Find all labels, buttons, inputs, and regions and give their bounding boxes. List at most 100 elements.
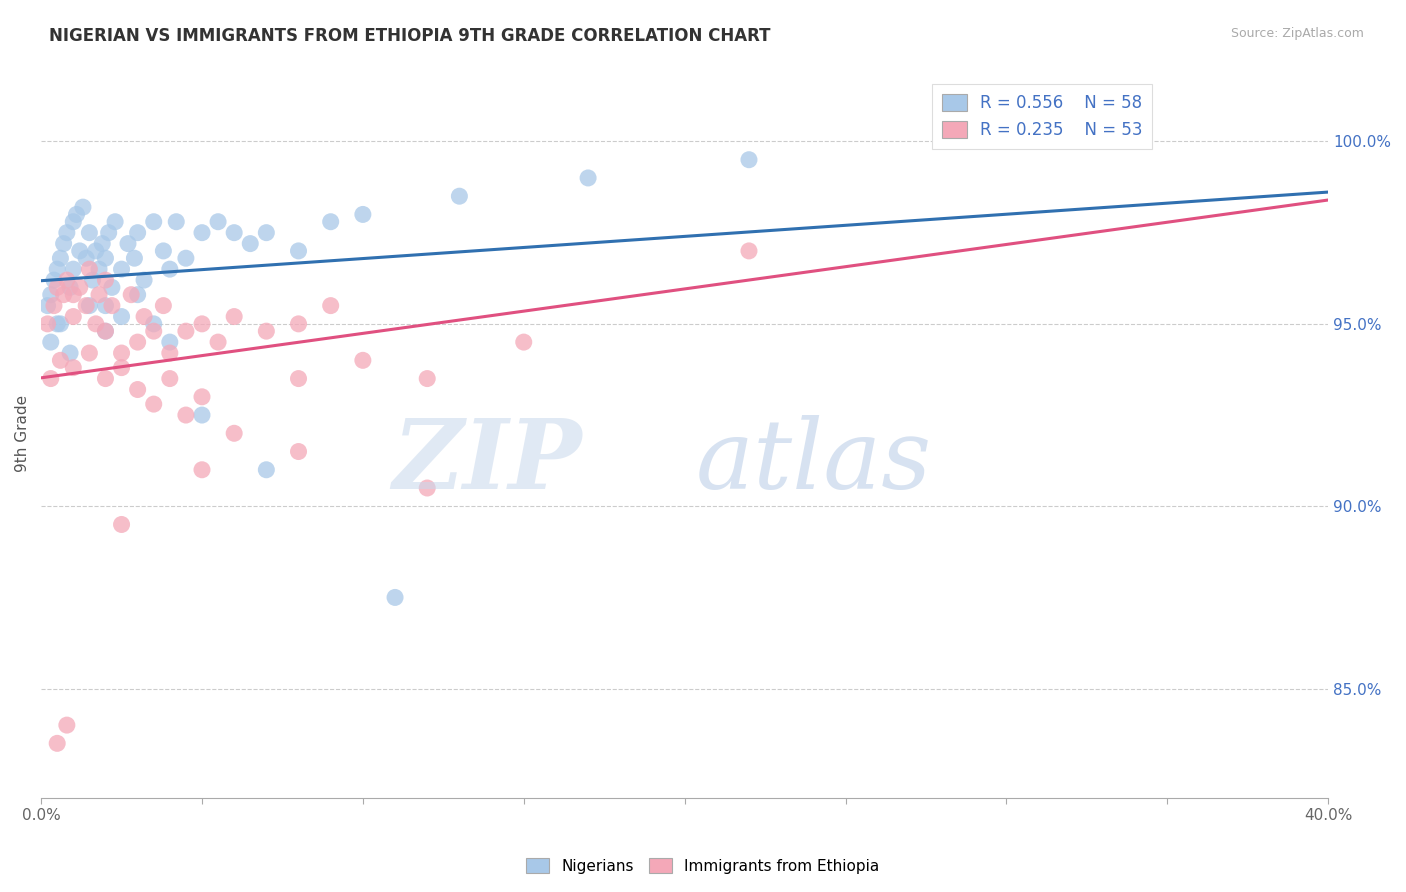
Y-axis label: 9th Grade: 9th Grade [15, 395, 30, 472]
Point [513, 335, 536, 350]
Point [576, 170, 599, 185]
Point [56, 226, 79, 240]
Point [224, 226, 246, 240]
Point [84, 317, 107, 331]
Point [39, 371, 62, 385]
Point [101, 299, 124, 313]
Point [127, 287, 149, 301]
Point [142, 317, 165, 331]
Point [165, 215, 187, 229]
Point [94, 324, 117, 338]
Point [152, 299, 174, 313]
Point [191, 317, 214, 331]
Point [110, 310, 132, 324]
Legend: Nigerians, Immigrants from Ethiopia: Nigerians, Immigrants from Ethiopia [520, 852, 886, 880]
Point [56, 273, 79, 287]
Point [117, 236, 139, 251]
Point [104, 215, 127, 229]
Point [62, 287, 84, 301]
Point [39, 335, 62, 350]
Point [142, 324, 165, 338]
Point [319, 299, 342, 313]
Point [46, 262, 69, 277]
Point [449, 189, 471, 203]
Point [159, 335, 181, 350]
Point [97, 226, 120, 240]
Point [239, 236, 262, 251]
Point [87, 287, 110, 301]
Point [384, 591, 406, 605]
Point [132, 273, 155, 287]
Point [191, 390, 214, 404]
Point [82, 273, 104, 287]
Point [62, 360, 84, 375]
Point [254, 463, 277, 477]
Point [87, 262, 110, 277]
Point [46, 280, 69, 294]
Point [94, 371, 117, 385]
Point [319, 215, 342, 229]
Point [110, 346, 132, 360]
Text: Source: ZipAtlas.com: Source: ZipAtlas.com [1230, 27, 1364, 40]
Point [224, 426, 246, 441]
Point [59, 346, 82, 360]
Point [142, 215, 165, 229]
Point [94, 324, 117, 338]
Point [91, 236, 114, 251]
Point [49, 353, 72, 368]
Legend: R = 0.556    N = 58, R = 0.235    N = 53: R = 0.556 N = 58, R = 0.235 N = 53 [932, 84, 1153, 149]
Point [127, 335, 149, 350]
Point [65, 207, 87, 221]
Point [254, 226, 277, 240]
Point [75, 299, 97, 313]
Point [174, 324, 197, 338]
Point [124, 251, 146, 265]
Point [62, 215, 84, 229]
Point [42, 299, 65, 313]
Point [75, 251, 97, 265]
Point [110, 262, 132, 277]
Point [287, 371, 309, 385]
Point [152, 244, 174, 258]
Point [191, 463, 214, 477]
Point [191, 226, 214, 240]
Point [352, 353, 374, 368]
Point [94, 251, 117, 265]
Point [127, 383, 149, 397]
Point [39, 287, 62, 301]
Point [224, 310, 246, 324]
Point [159, 262, 181, 277]
Point [120, 287, 142, 301]
Point [159, 346, 181, 360]
Point [159, 371, 181, 385]
Point [62, 310, 84, 324]
Point [416, 481, 439, 495]
Point [69, 244, 91, 258]
Point [110, 517, 132, 532]
Point [37, 299, 59, 313]
Text: ZIP: ZIP [392, 416, 582, 509]
Point [931, 127, 953, 141]
Point [191, 408, 214, 422]
Point [37, 317, 59, 331]
Point [72, 200, 94, 214]
Point [69, 280, 91, 294]
Point [101, 280, 124, 294]
Point [46, 736, 69, 750]
Point [84, 244, 107, 258]
Point [132, 310, 155, 324]
Point [79, 346, 101, 360]
Point [62, 262, 84, 277]
Point [254, 324, 277, 338]
Point [207, 215, 229, 229]
Point [174, 408, 197, 422]
Point [49, 251, 72, 265]
Point [287, 317, 309, 331]
Point [207, 335, 229, 350]
Point [738, 153, 761, 167]
Point [79, 262, 101, 277]
Point [94, 299, 117, 313]
Point [52, 287, 75, 301]
Point [142, 397, 165, 411]
Point [287, 444, 309, 458]
